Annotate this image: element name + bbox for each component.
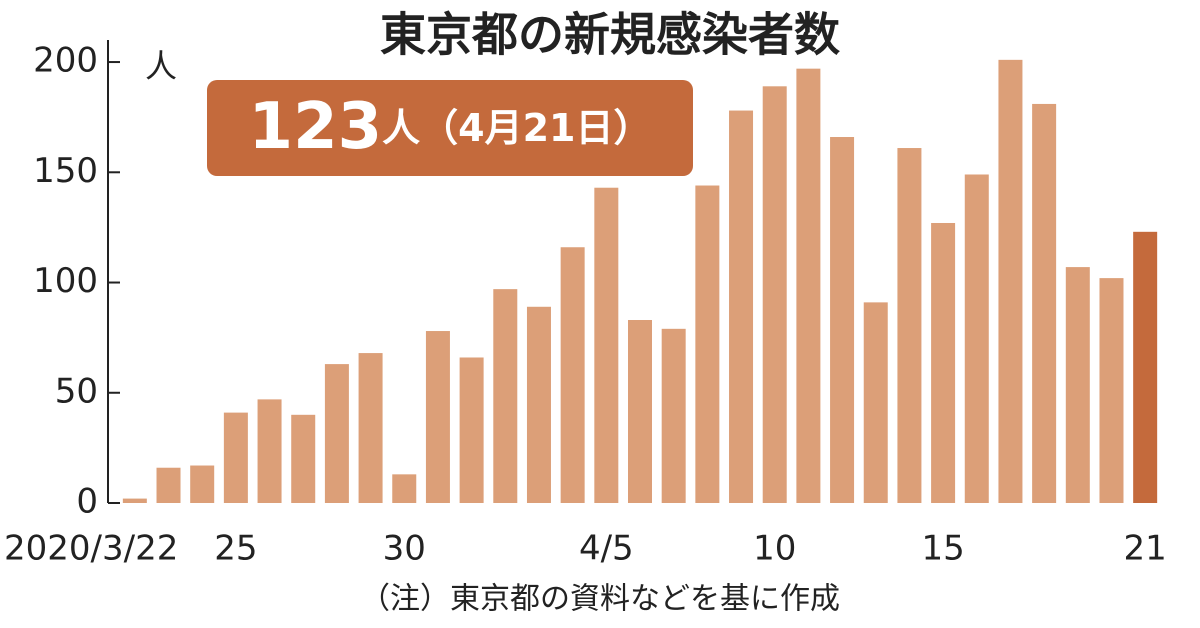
annotation-box — [207, 80, 693, 176]
x-tick-label: 15 — [921, 529, 964, 569]
bar — [729, 110, 754, 504]
bar — [526, 306, 551, 503]
bar — [628, 320, 652, 503]
bar — [425, 331, 450, 503]
y-tick-label: 0 — [76, 482, 98, 522]
x-tick-label: 25 — [214, 529, 257, 569]
annotation-text: 人（4月21日） — [382, 106, 651, 150]
bar — [830, 137, 855, 503]
bar — [661, 328, 686, 503]
bar — [291, 414, 316, 503]
bar — [190, 465, 215, 503]
bar — [1032, 103, 1057, 503]
bar — [897, 148, 922, 504]
note: （注）東京都の資料などを基に作成 — [360, 582, 840, 617]
x-tick-label: 2020/3/22 — [4, 529, 178, 569]
annotation-number: 123 — [249, 90, 383, 164]
bar — [560, 247, 585, 503]
bar — [324, 364, 349, 503]
bar — [1065, 267, 1090, 503]
bar — [257, 399, 282, 503]
x-tick-label: 21 — [1124, 529, 1167, 569]
y-tick-label: 150 — [33, 151, 98, 191]
x-tick-label: 10 — [753, 529, 796, 569]
bar — [796, 68, 821, 504]
bar — [392, 474, 417, 503]
bar — [931, 222, 956, 503]
bar — [695, 185, 720, 503]
bar — [358, 353, 383, 503]
bar — [223, 412, 248, 503]
y-tick-label: 100 — [33, 261, 98, 301]
chart-title: 東京都の新規感染者数 — [380, 8, 840, 62]
y-tick-label: 200 — [33, 41, 98, 81]
bar — [762, 86, 787, 504]
bar — [594, 187, 619, 503]
bar — [493, 289, 518, 503]
bar — [1133, 231, 1158, 504]
bar — [863, 302, 888, 503]
bar — [998, 59, 1023, 503]
bar — [459, 357, 484, 503]
annotation: 123人（4月21日） — [249, 90, 652, 164]
bar — [122, 498, 147, 503]
x-tick-label: 4/5 — [579, 529, 634, 569]
bar — [1099, 278, 1124, 503]
bar — [156, 467, 181, 503]
y-tick-label: 50 — [55, 371, 98, 411]
y-unit: 人 — [145, 47, 177, 85]
bar — [964, 174, 989, 503]
x-tick-label: 30 — [383, 529, 426, 569]
